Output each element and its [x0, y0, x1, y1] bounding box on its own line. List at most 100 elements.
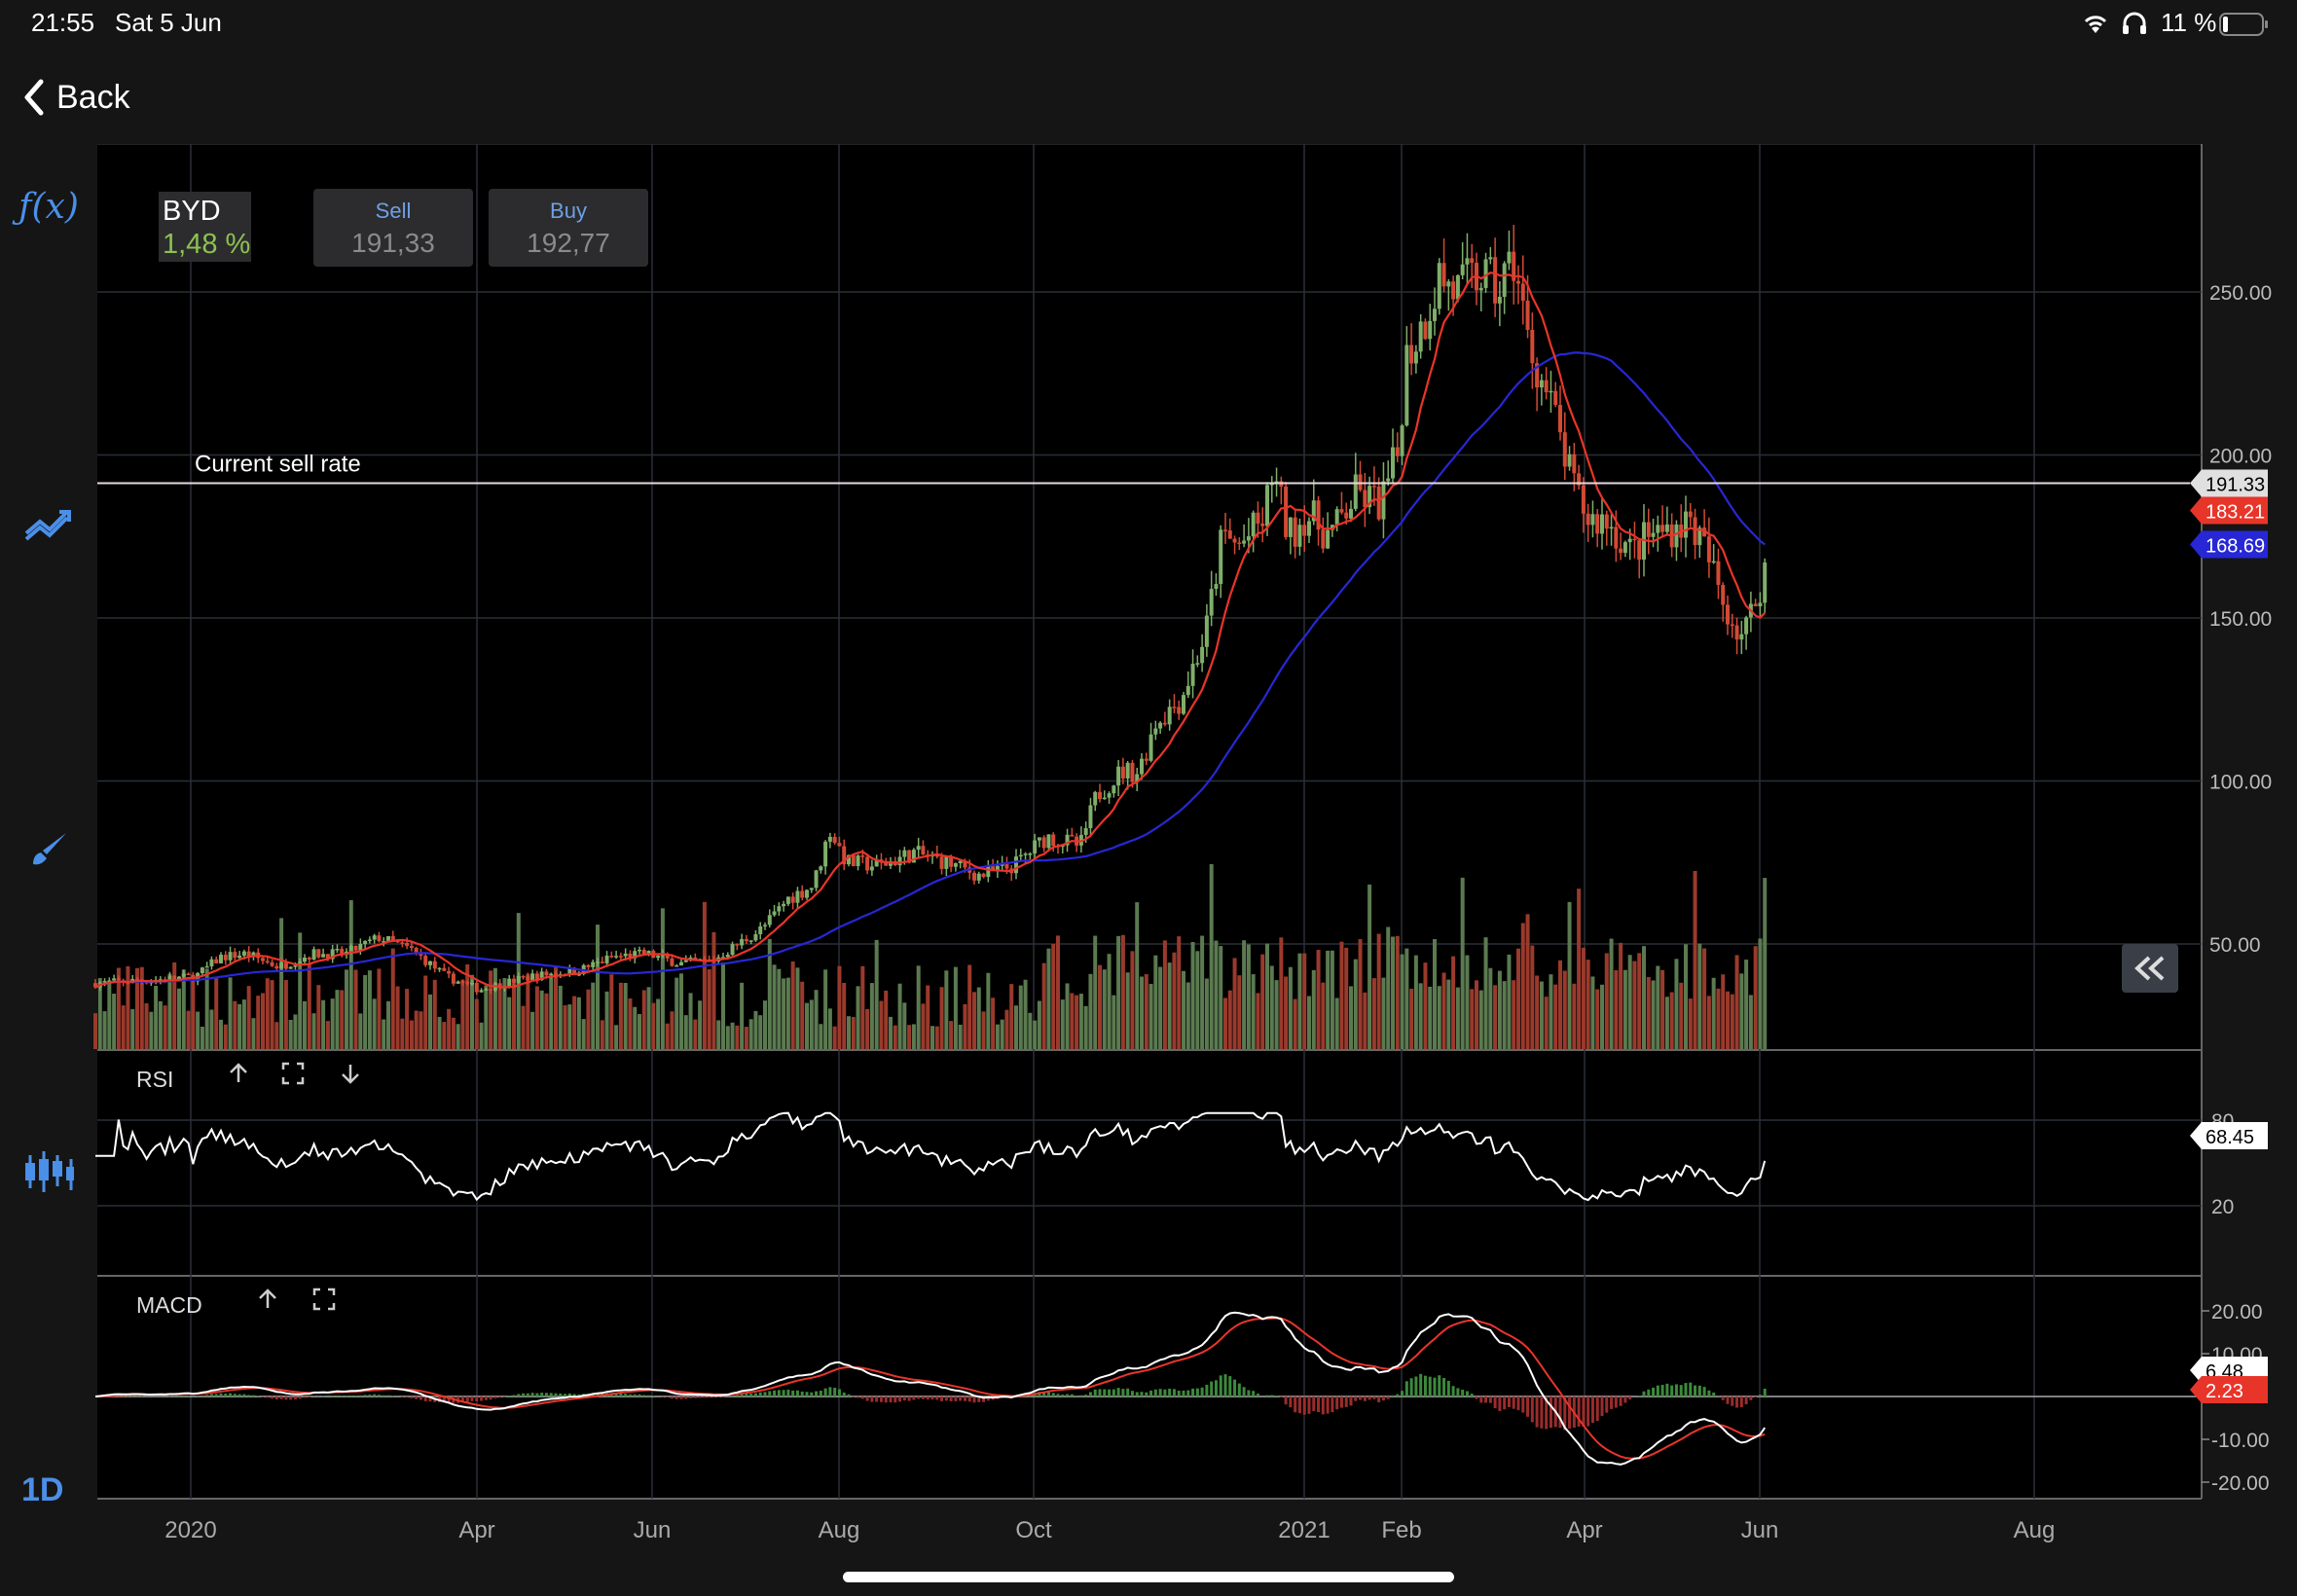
volume-bar	[121, 1005, 126, 1049]
volume-bar	[530, 1011, 535, 1049]
candle	[609, 956, 614, 958]
candle	[679, 961, 683, 966]
volume-bar	[241, 999, 246, 1049]
volume-bar	[1246, 944, 1251, 1049]
volume-bar	[1237, 975, 1242, 1049]
macd-histogram-bar	[972, 1396, 976, 1403]
candle	[614, 956, 619, 958]
candle	[1400, 425, 1404, 456]
volume-bar	[126, 965, 130, 1049]
volume-bar	[902, 1002, 907, 1049]
sell-rate-badge: 191.33	[2206, 475, 2265, 496]
candle	[1535, 363, 1540, 388]
candle	[1307, 521, 1311, 536]
volume-bar	[1391, 936, 1395, 1049]
candle	[1716, 561, 1721, 586]
rsi-line	[95, 1111, 1767, 1202]
macd-histogram-bar	[1084, 1395, 1088, 1396]
macd-histogram-bar	[930, 1396, 934, 1400]
macd-histogram-bar	[857, 1396, 860, 1398]
move-down-icon[interactable]	[336, 1059, 365, 1088]
function-icon[interactable]: ƒ(x)	[18, 186, 79, 227]
candle	[1107, 793, 1112, 798]
volume-bar	[1465, 955, 1470, 1049]
volume-bar	[1609, 938, 1614, 1049]
candle	[823, 841, 828, 867]
volume-bar	[489, 970, 493, 1049]
macd-histogram-bar	[959, 1396, 963, 1401]
buy-button[interactable]: Buy 192,77	[489, 189, 648, 267]
volume-bar	[879, 1000, 884, 1049]
candle	[995, 865, 1000, 870]
candle	[1730, 624, 1734, 627]
candle	[1125, 762, 1130, 779]
collapse-button[interactable]	[2122, 944, 2178, 993]
volume-bar	[851, 1016, 856, 1049]
back-button[interactable]: Back	[21, 70, 130, 125]
candle	[311, 949, 316, 961]
macd-histogram-bar	[889, 1396, 893, 1403]
rsi-value-badge-bg	[2190, 1122, 2268, 1149]
candle	[1734, 625, 1739, 640]
sell-button[interactable]: Sell 191,33	[313, 189, 473, 267]
candle	[1697, 527, 1702, 546]
volume-bar	[1078, 994, 1083, 1049]
macd-histogram-bar	[1367, 1396, 1371, 1400]
trend-icon[interactable]	[18, 496, 80, 559]
period-selector[interactable]: 1D	[21, 1471, 64, 1508]
candlestick-icon[interactable]	[18, 1141, 80, 1203]
candle	[186, 973, 191, 976]
candle	[1590, 514, 1595, 526]
volume-bar	[1446, 979, 1451, 1049]
candle	[1502, 263, 1507, 297]
ma-slow-badge: 168.69	[2206, 535, 2265, 557]
macd-maximize-icon[interactable]	[310, 1285, 339, 1314]
volume-bar	[1726, 991, 1730, 1049]
volume-bar	[116, 967, 121, 1049]
candle	[1046, 834, 1051, 849]
volume-bar	[311, 1013, 316, 1049]
candle	[1344, 512, 1349, 519]
candle	[298, 961, 303, 966]
volume-bar	[1507, 954, 1512, 1049]
candle	[1014, 856, 1018, 874]
macd-histogram-bar	[405, 1396, 409, 1398]
macd-histogram-bar	[1582, 1396, 1586, 1428]
volume-bar	[465, 964, 470, 1049]
candle	[1572, 453, 1577, 474]
maximize-icon[interactable]	[278, 1059, 308, 1088]
candle	[544, 971, 549, 976]
macd-histogram-bar	[1758, 1395, 1762, 1396]
macd-histogram-bar	[1056, 1394, 1060, 1396]
candle	[1353, 474, 1358, 509]
volume-bar	[1242, 940, 1247, 1049]
macd-histogram-bar	[763, 1392, 767, 1396]
candle	[851, 854, 856, 866]
macd-histogram-bar	[1219, 1375, 1222, 1396]
volume-bar	[581, 1019, 586, 1049]
candle	[1297, 525, 1302, 547]
macd-histogram-bar	[564, 1394, 567, 1396]
macd-histogram-bar	[1200, 1387, 1204, 1396]
candle	[623, 953, 628, 957]
brush-icon[interactable]	[18, 819, 80, 882]
volume-bar	[1140, 976, 1144, 1049]
candle	[1609, 526, 1614, 529]
candle	[1455, 274, 1460, 300]
candle	[1311, 500, 1316, 522]
volume-bar	[1567, 901, 1572, 1049]
volume-bar	[200, 1027, 204, 1049]
macd-histogram-bar	[1549, 1396, 1552, 1429]
volume-bar	[591, 982, 596, 1049]
volume-bar	[428, 994, 432, 1049]
macd-move-up-icon[interactable]	[253, 1285, 282, 1314]
candle	[1595, 514, 1600, 534]
candle	[1140, 758, 1144, 775]
move-up-icon[interactable]	[224, 1059, 253, 1088]
volume-bar	[1428, 986, 1433, 1049]
volume-bar	[409, 1020, 414, 1049]
volume-bar	[507, 997, 512, 1049]
macd-histogram-bar	[1731, 1396, 1734, 1406]
macd-histogram-bar	[1302, 1396, 1306, 1415]
